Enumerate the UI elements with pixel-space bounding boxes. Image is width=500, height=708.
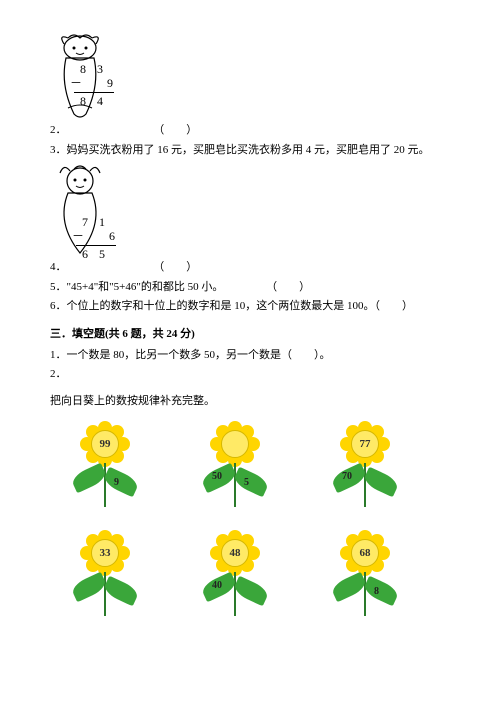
math-row: 7 1: [72, 215, 119, 229]
math-row: － 6: [72, 229, 119, 243]
sunflower: 48 40: [200, 532, 280, 617]
sunflower: 68 8: [330, 532, 410, 617]
sunflower: 77 70: [330, 423, 410, 508]
question-number: 2．: [50, 124, 67, 136]
leaf-value-left: 40: [212, 580, 222, 591]
flower-center-value: 68: [351, 539, 379, 567]
flower-center-value: 77: [351, 430, 379, 458]
flower-center-value: 48: [221, 539, 249, 567]
math-problem-4: 7 1 － 6 6 5: [72, 215, 119, 261]
sunflower: 33: [70, 532, 150, 617]
answer-paren: （ ）: [266, 281, 310, 293]
leaf-value-right: 5: [244, 477, 249, 488]
math-line: [76, 245, 116, 246]
q2-label-row: 2． （ ）: [50, 122, 450, 139]
sunflower: 50 5: [200, 423, 280, 508]
question-4: 7 1 － 6 6 5: [50, 161, 450, 257]
leaf-value-right: 8: [374, 586, 379, 597]
section3-q2-desc: 把向日葵上的数按规律补充完整。: [50, 393, 450, 410]
math-line: [74, 92, 114, 93]
question-text: 5．"45+4"和"5+46"的和都比 50 小。: [50, 281, 223, 293]
question-5: 5．"45+4"和"5+46"的和都比 50 小。 （ ）: [50, 279, 450, 296]
section3-q1: 1．一个数是 80，比另一个数多 50，另一个数是（ ）。: [50, 347, 450, 364]
flower-center-value: 33: [91, 539, 119, 567]
sunflower: 999: [70, 423, 150, 508]
q4-label-row: 4． （ ）: [50, 259, 450, 276]
section-3-title: 三．填空题(共 6 题，共 24 分): [50, 325, 450, 341]
answer-paren: （ ）: [153, 261, 197, 273]
question-number: 4．: [50, 261, 67, 273]
math-row: － 9: [70, 76, 117, 90]
leaf-value-left: 70: [342, 471, 352, 482]
math-row: 8 3: [70, 62, 117, 76]
question-2: 8 3 － 9 8 4: [50, 30, 450, 120]
math-problem-2: 8 3 － 9 8 4: [70, 62, 117, 108]
flower-grid: 9995057770334840688: [70, 423, 450, 617]
flower-center-value: 99: [91, 430, 119, 458]
math-row: 6 5: [72, 247, 119, 261]
section3-q2: 2．: [50, 366, 450, 383]
question-6: 6．个位上的数字和十位上的数字和是 10，这个两位数最大是 100。（ ）: [50, 298, 450, 315]
leaf-value-right: 9: [114, 477, 119, 488]
answer-paren: （ ）: [153, 124, 197, 136]
question-3: 3．妈妈买洗衣粉用了 16 元，买肥皂比买洗衣粉多用 4 元，买肥皂用了 20 …: [50, 142, 450, 159]
math-row: 8 4: [70, 94, 117, 108]
flower-center-value: [221, 430, 249, 458]
leaf-value-left: 50: [212, 471, 222, 482]
